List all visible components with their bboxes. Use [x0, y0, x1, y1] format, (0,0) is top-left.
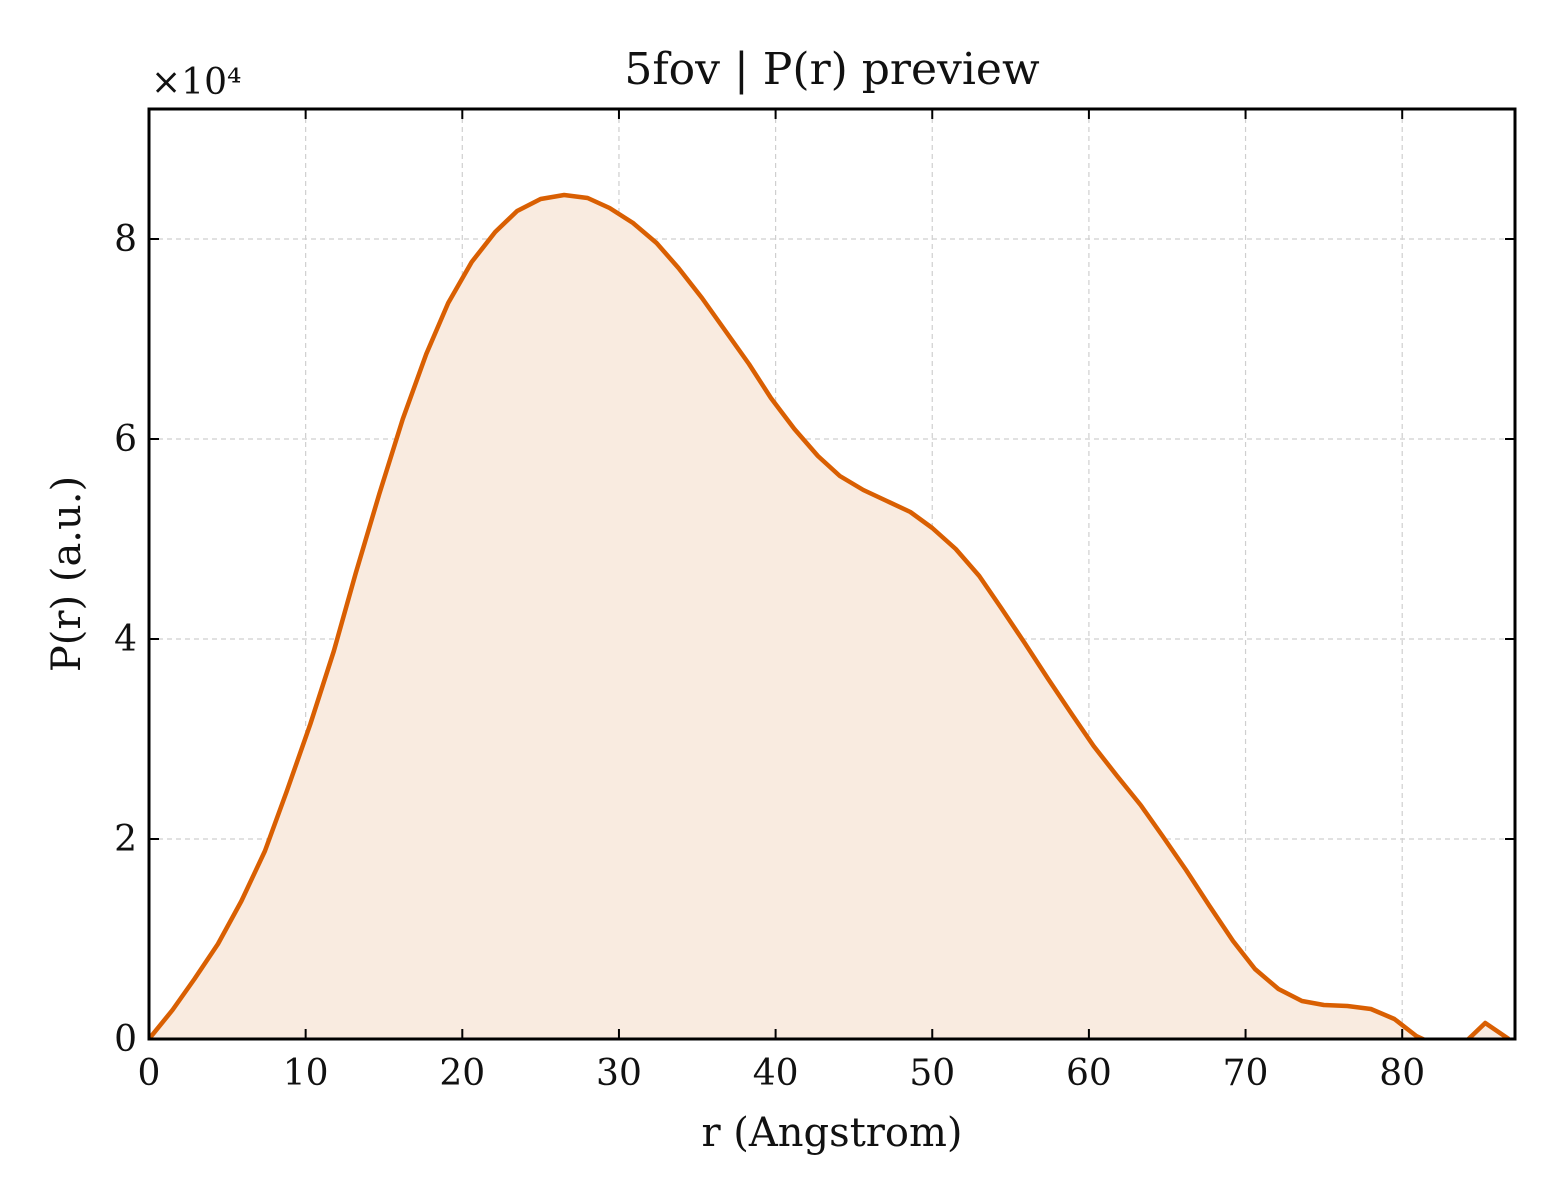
x-tick-label: 50 [909, 1053, 955, 1094]
y-axis-label: P(r) (a.u.) [44, 476, 90, 672]
y-tick-label: 8 [114, 219, 137, 260]
x-tick-label: 40 [753, 1053, 799, 1094]
x-tick-label: 60 [1066, 1053, 1112, 1094]
x-tick-label: 30 [596, 1053, 642, 1094]
y-tick-label: 6 [114, 419, 137, 460]
plot-region [149, 192, 1510, 1039]
y-tick-label: 0 [114, 1019, 137, 1060]
plot-frame [147, 107, 1517, 1041]
x-tick-label: 0 [138, 1053, 161, 1094]
x-axis-label: r (Angstrom) [701, 1110, 962, 1156]
x-tick-label: 10 [283, 1053, 329, 1094]
y-scale-multiplier: ×10⁴ [151, 62, 241, 103]
y-tick-label: 4 [114, 619, 137, 660]
x-tick-label: 80 [1379, 1053, 1425, 1094]
x-tick-label: 70 [1223, 1053, 1269, 1094]
series-area-fill [149, 195, 1509, 1039]
series-line [149, 192, 1510, 1039]
x-tick-label: 20 [439, 1053, 485, 1094]
chart-title: 5fov | P(r) preview [624, 44, 1040, 95]
y-tick-label: 2 [114, 819, 137, 860]
